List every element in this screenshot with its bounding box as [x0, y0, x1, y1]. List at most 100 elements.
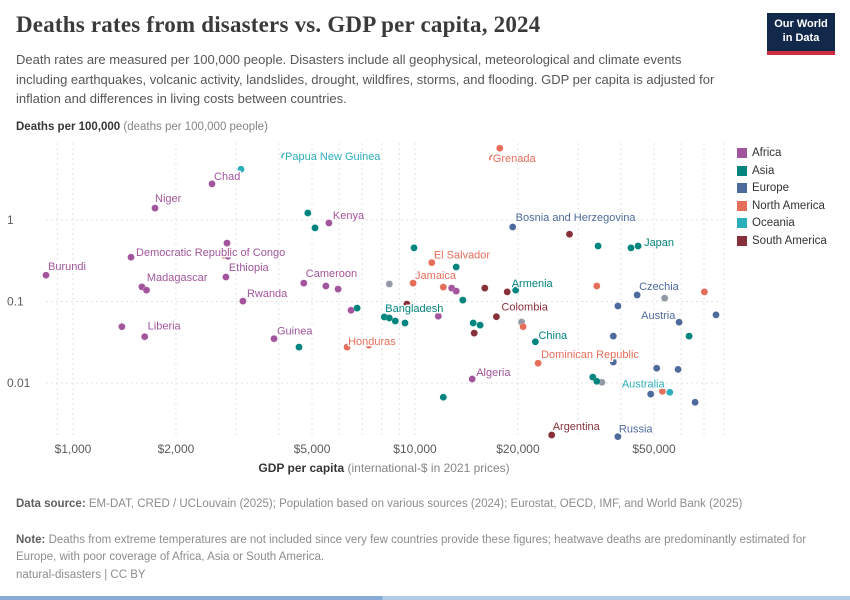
- point-bosnia-and-herzegovina[interactable]: [508, 223, 517, 231]
- point-jamaica[interactable]: [409, 279, 417, 287]
- point-label-rwanda[interactable]: Rwanda: [245, 287, 289, 302]
- data-point[interactable]: [223, 239, 231, 247]
- owid-logo[interactable]: Our World in Data: [767, 13, 835, 55]
- point-grenada[interactable]: [496, 144, 504, 152]
- point-label-colombia[interactable]: Colombia: [500, 300, 550, 315]
- data-point[interactable]: [609, 358, 618, 366]
- data-point[interactable]: [452, 287, 460, 295]
- point-armenia[interactable]: [511, 286, 520, 294]
- data-point[interactable]: [322, 282, 330, 290]
- data-point[interactable]: [481, 284, 489, 292]
- point-cameroon[interactable]: [300, 279, 308, 287]
- point-label-kenya[interactable]: Kenya: [331, 208, 366, 223]
- data-point[interactable]: [118, 322, 126, 331]
- point-label-chad[interactable]: Chad: [213, 169, 242, 184]
- point-honduras[interactable]: [343, 343, 351, 351]
- point-russia[interactable]: [614, 432, 622, 441]
- legend-item-africa[interactable]: Africa: [737, 147, 827, 159]
- data-point[interactable]: [685, 332, 693, 340]
- point-rwanda[interactable]: [239, 297, 247, 305]
- legend-item-asia[interactable]: Asia: [737, 165, 827, 177]
- data-point[interactable]: [434, 312, 443, 320]
- point-guinea[interactable]: [270, 334, 278, 343]
- point-austria[interactable]: [675, 318, 683, 326]
- point-dominican-republic[interactable]: [534, 359, 542, 367]
- point-label-australia[interactable]: Australia: [620, 377, 667, 392]
- point-australia[interactable]: [666, 388, 674, 397]
- point-label-dominican-republic[interactable]: Dominican Republic: [540, 348, 641, 363]
- point-liberia[interactable]: [140, 332, 149, 341]
- point-label-niger[interactable]: Niger: [154, 192, 184, 207]
- point-niger[interactable]: [151, 204, 159, 212]
- data-point[interactable]: [627, 244, 635, 252]
- data-point[interactable]: [565, 230, 574, 238]
- data-point[interactable]: [385, 280, 394, 288]
- point-label-madagascar[interactable]: Madagascar: [145, 270, 209, 285]
- legend-item-europe[interactable]: Europe: [737, 182, 827, 194]
- point-label-japan[interactable]: Japan: [643, 235, 676, 250]
- data-point[interactable]: [220, 251, 228, 259]
- legend-item-south-america[interactable]: South America: [737, 235, 827, 247]
- point-label-papua-new-guinea[interactable]: Papua New Guinea: [284, 150, 383, 165]
- point-label-honduras[interactable]: Honduras: [347, 335, 398, 350]
- data-point[interactable]: [674, 365, 682, 374]
- data-point[interactable]: [304, 209, 312, 217]
- data-point[interactable]: [470, 329, 478, 337]
- data-point[interactable]: [593, 377, 601, 386]
- data-point[interactable]: [700, 288, 709, 296]
- data-point[interactable]: [401, 319, 409, 327]
- point-el-salvador[interactable]: [428, 258, 436, 267]
- data-point[interactable]: [658, 387, 667, 396]
- data-point[interactable]: [385, 314, 394, 322]
- data-point[interactable]: [469, 319, 477, 327]
- data-point[interactable]: [403, 300, 411, 308]
- point-label-austria[interactable]: Austria: [640, 309, 678, 324]
- data-point[interactable]: [609, 332, 618, 340]
- footer-license[interactable]: natural-disasters | CC BY: [16, 569, 146, 581]
- point-label-ethiopia[interactable]: Ethiopia: [227, 260, 271, 275]
- legend-item-north-america[interactable]: North America: [737, 200, 827, 212]
- point-label-el-salvador[interactable]: El Salvador: [432, 248, 492, 263]
- data-point[interactable]: [691, 398, 699, 407]
- point-label-grenada[interactable]: Grenada: [491, 152, 538, 167]
- point-algeria[interactable]: [468, 375, 476, 383]
- point-label-argentina[interactable]: Argentina: [551, 420, 602, 435]
- data-point[interactable]: [614, 302, 622, 310]
- point-ethiopia[interactable]: [222, 273, 230, 281]
- point-japan[interactable]: [634, 242, 642, 250]
- data-point[interactable]: [365, 341, 373, 349]
- data-point[interactable]: [459, 296, 467, 304]
- data-point[interactable]: [503, 288, 511, 296]
- point-burundi[interactable]: [42, 271, 50, 279]
- point-chad[interactable]: [208, 180, 216, 188]
- legend-item-oceania[interactable]: Oceania: [737, 217, 827, 229]
- point-colombia[interactable]: [492, 312, 501, 321]
- point-label-armenia[interactable]: Armenia: [510, 277, 555, 292]
- data-point[interactable]: [476, 321, 484, 329]
- data-point[interactable]: [311, 224, 319, 232]
- data-point[interactable]: [334, 285, 342, 293]
- data-point[interactable]: [142, 286, 151, 294]
- point-label-cameroon[interactable]: Cameroon: [304, 267, 358, 282]
- point-kenya[interactable]: [325, 219, 333, 227]
- point-label-czechia[interactable]: Czechia: [638, 280, 682, 295]
- point-label-guinea[interactable]: Guinea: [275, 324, 314, 339]
- data-point[interactable]: [652, 364, 661, 372]
- data-point[interactable]: [439, 393, 448, 401]
- point-label-china[interactable]: China: [537, 328, 570, 343]
- data-point[interactable]: [353, 304, 361, 312]
- point-label-liberia[interactable]: Liberia: [146, 319, 183, 334]
- point-argentina[interactable]: [547, 431, 556, 439]
- point-label-russia[interactable]: Russia: [617, 422, 655, 437]
- data-point[interactable]: [452, 263, 460, 271]
- data-point[interactable]: [594, 242, 602, 250]
- point-china[interactable]: [531, 338, 540, 346]
- point-democratic-republic-of-congo[interactable]: [127, 253, 135, 261]
- data-point[interactable]: [519, 322, 527, 331]
- data-point[interactable]: [646, 390, 655, 398]
- point-label-bangladesh[interactable]: Bangladesh: [384, 301, 445, 316]
- data-point[interactable]: [593, 282, 601, 290]
- data-point[interactable]: [660, 294, 669, 302]
- data-point[interactable]: [410, 244, 418, 252]
- point-label-bosnia-and-herzegovina[interactable]: Bosnia and Herzegovina: [514, 211, 638, 226]
